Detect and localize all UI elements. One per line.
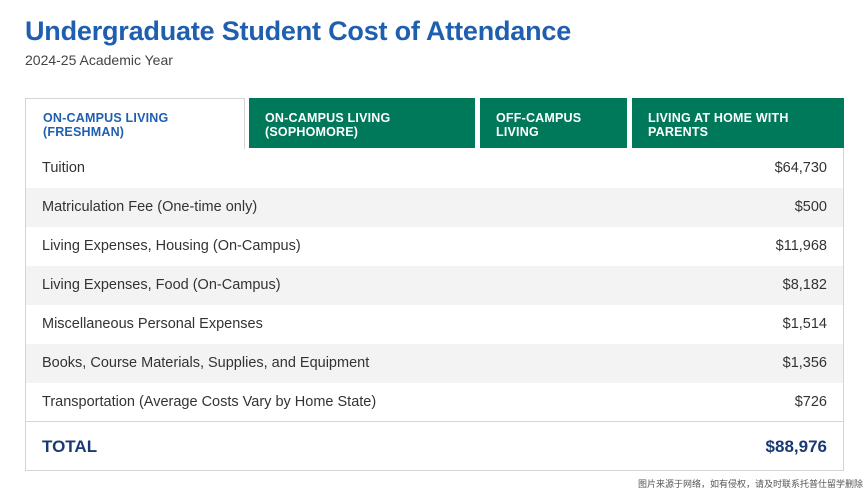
tab-label-line1: LIVING AT HOME WITH bbox=[648, 111, 789, 125]
row-label: Tuition bbox=[42, 160, 85, 176]
tab-label-line2: LIVING bbox=[496, 125, 539, 139]
cost-table: Tuition $64,730 Matriculation Fee (One-t… bbox=[25, 148, 844, 471]
tab-label-line1: OFF-CAMPUS bbox=[496, 111, 582, 125]
page-subtitle: 2024-25 Academic Year bbox=[25, 52, 173, 68]
tab-on-campus-sophomore[interactable]: ON-CAMPUS LIVING (SOPHOMORE) bbox=[249, 98, 475, 148]
row-label: Miscellaneous Personal Expenses bbox=[42, 316, 263, 332]
row-label: Books, Course Materials, Supplies, and E… bbox=[42, 355, 370, 371]
tab-bar: ON-CAMPUS LIVING (FRESHMAN) ON-CAMPUS LI… bbox=[25, 98, 844, 149]
tab-label-line2: (FRESHMAN) bbox=[43, 125, 125, 139]
row-label: Matriculation Fee (One-time only) bbox=[42, 199, 258, 215]
tab-label-line1: ON-CAMPUS LIVING bbox=[265, 111, 391, 125]
table-row: Living Expenses, Food (On-Campus) $8,182 bbox=[26, 266, 843, 305]
table-row: Tuition $64,730 bbox=[26, 149, 843, 188]
row-value: $1,514 bbox=[782, 316, 827, 332]
total-value: $88,976 bbox=[765, 437, 827, 456]
tab-off-campus[interactable]: OFF-CAMPUS LIVING bbox=[480, 98, 627, 148]
total-label: TOTAL bbox=[42, 437, 98, 456]
tab-label-line1: ON-CAMPUS LIVING bbox=[43, 111, 169, 125]
table-row: Miscellaneous Personal Expenses $1,514 bbox=[26, 305, 843, 344]
total-divider bbox=[26, 421, 843, 422]
row-value: $8,182 bbox=[782, 277, 827, 293]
row-value: $500 bbox=[794, 199, 827, 215]
row-value: $64,730 bbox=[774, 160, 827, 176]
row-value: $726 bbox=[794, 394, 827, 410]
tab-label-line2: (SOPHOMORE) bbox=[265, 125, 359, 139]
row-label: Transportation (Average Costs Vary by Ho… bbox=[42, 394, 377, 410]
row-value: $1,356 bbox=[782, 355, 827, 371]
row-label: Living Expenses, Food (On-Campus) bbox=[42, 277, 281, 293]
tab-label-line2: PARENTS bbox=[648, 125, 709, 139]
table-row: Matriculation Fee (One-time only) $500 bbox=[26, 188, 843, 227]
tab-living-at-home[interactable]: LIVING AT HOME WITH PARENTS bbox=[632, 98, 844, 148]
table-row: Living Expenses, Housing (On-Campus) $11… bbox=[26, 227, 843, 266]
row-value: $11,968 bbox=[775, 238, 827, 254]
table-row: Transportation (Average Costs Vary by Ho… bbox=[26, 383, 843, 422]
watermark-text: 图片来源于网络，如有侵权，请及时联系托普仕留学删除 bbox=[637, 479, 863, 489]
tab-on-campus-freshman[interactable]: ON-CAMPUS LIVING (FRESHMAN) bbox=[25, 98, 245, 149]
row-label: Living Expenses, Housing (On-Campus) bbox=[42, 238, 301, 254]
table-row: Books, Course Materials, Supplies, and E… bbox=[26, 344, 843, 383]
page-title: Undergraduate Student Cost of Attendance bbox=[25, 16, 572, 46]
